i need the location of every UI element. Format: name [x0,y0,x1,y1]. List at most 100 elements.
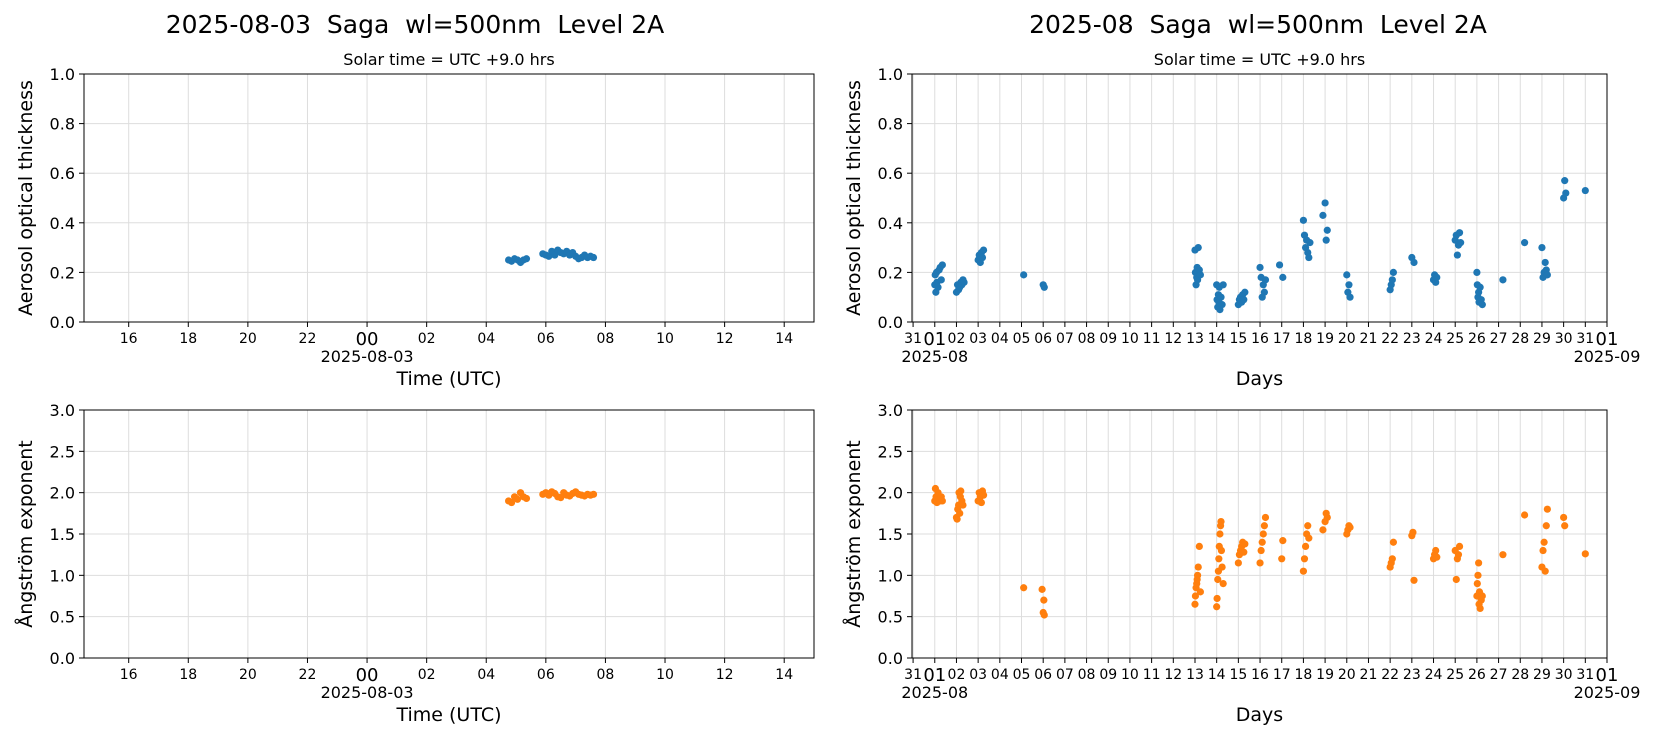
daily-aot-axes-frame [83,73,815,323]
monthly-angstrom-xtick-label: 21 [1360,667,1378,683]
monthly-aot-xtick-label: 01 [923,329,946,350]
monthly-aot-xtick-label: 27 [1490,331,1508,347]
monthly-angstrom-xtick-label: 07 [1056,667,1074,683]
monthly-aot-xtick-label: 11 [1143,331,1161,347]
monthly-angstrom-point [1038,585,1046,593]
monthly-aot-point [978,253,987,262]
monthly-angstrom-end-date-label: 2025-09 [1574,683,1641,702]
daily-aot-xtick-label: 22 [299,331,317,347]
monthly-aot-xtick-label: 05 [1013,331,1031,347]
monthly-angstrom-point [1234,559,1242,567]
monthly-angstrom-point [1020,584,1028,592]
monthly-angstrom-point [1191,592,1200,600]
monthly-angstrom-point [1540,538,1548,546]
monthly-angstrom-ytick-label: 2.0 [878,484,903,503]
monthly-angstrom-xtick-label: 14 [1208,667,1226,683]
monthly-angstrom-point [1581,550,1589,558]
monthly-angstrom-xtick-label: 20 [1338,667,1356,683]
monthly-angstrom-point [1539,546,1547,555]
monthly-aot-xtick-label: 08 [1078,331,1096,347]
monthly-angstrom-point [1560,513,1568,522]
monthly-angstrom-xtick-label: 12 [1164,667,1182,683]
monthly-aot-xtick-label: 28 [1511,331,1529,347]
monthly-aot-point [1581,186,1589,195]
daily-angstrom-point [513,495,522,503]
monthly-angstrom-point [979,491,988,499]
monthly-angstrom-point [1213,594,1221,603]
monthly-aot-point [1299,216,1308,224]
monthly-aot-xtick-label: 24 [1425,331,1443,347]
monthly-angstrom-point [1300,555,1309,563]
monthly-aot-ytick-label: 0.2 [878,263,903,282]
monthly-angstrom-point [1452,575,1460,584]
daily-angstrom-point [507,498,516,507]
monthly-angstrom-point [1299,567,1308,575]
monthly-angstrom-xtick-label: 05 [1013,667,1031,683]
daily-aot-xtick-label: 10 [656,331,674,347]
daily-angstrom-ytick-label: 2.5 [50,442,75,461]
monthly-aot-point [938,261,946,269]
monthly-aot-point [1473,268,1481,276]
monthly-angstrom-point [1257,546,1265,555]
daily-angstrom-ytick-label: 0.0 [50,649,75,668]
monthly-angstrom-point [1217,518,1225,526]
monthly-angstrom-point [1040,611,1048,619]
monthly-angstrom-xtick-label: 10 [1121,667,1139,683]
monthly-angstrom-xtick-label: 09 [1099,667,1117,683]
daily-angstrom-xlabel: Time (UTC) [395,704,501,726]
monthly-angstrom-xtick-label: 01 [923,665,946,686]
monthly-aot-point [1562,189,1570,197]
monthly-angstrom-point [1476,604,1484,613]
monthly-aot-point [1561,177,1569,185]
daily-aot-xtick-label: 00 [356,329,379,350]
monthly-aot-point [1040,283,1048,291]
daily-aot-point [589,253,598,262]
daily-aot-xtick-label: 04 [477,331,495,347]
monthly-angstrom-xtick-label: 03 [969,667,987,683]
daily-angstrom-xtick-label: 04 [477,667,495,683]
monthly-aot-ytick-label: 0.0 [878,313,903,332]
daily-angstrom-xtick-label: 10 [656,667,674,683]
monthly-angstrom-point [938,497,946,505]
monthly-angstrom-xtick-label: 26 [1468,667,1486,683]
monthly-aot-point [1321,199,1329,207]
monthly-angstrom-point [1388,555,1396,563]
monthly-aot-ylabel: Aerosol optical thickness [843,80,865,316]
daily-angstrom-point [589,490,598,498]
monthly-angstrom-xtick-label: 31 [1576,667,1594,683]
daily-aot-xtick-label: 16 [120,331,138,347]
monthly-angstrom-xtick-label: 22 [1381,667,1399,683]
monthly-angstrom-point [1241,540,1249,548]
monthly-aot-point [1323,226,1331,234]
monthly-aot-point [960,278,968,286]
monthly-aot-xtick-label: 07 [1056,331,1074,347]
monthly-aot-xtick-label: 18 [1294,331,1312,347]
monthly-angstrom-point [1219,580,1227,588]
monthly-aot-point [1389,268,1398,276]
monthly-angstrom-ytick-label: 2.5 [878,442,903,461]
daily-aot-ytick-label: 0.0 [50,313,75,332]
daily-aot-xtick-label: 18 [179,331,197,347]
monthly-aot-xtick-label: 16 [1251,331,1269,347]
daily-angstrom-ytick-label: 2.0 [50,484,75,503]
monthly-angstrom-point [1301,542,1310,551]
daily-aot-xtick-label: 08 [597,331,615,347]
monthly-aot-xtick-label: 20 [1338,331,1356,347]
monthly-angstrom-xtick-label: 29 [1533,667,1551,683]
monthly-aot-point [979,246,988,254]
monthly-aot-ytick-label: 1.0 [878,65,903,84]
monthly-angstrom-xtick-label: 06 [1034,667,1052,683]
daily-angstrom-ytick-label: 1.5 [50,525,75,544]
monthly-aot-xtick-label: 10 [1121,331,1139,347]
monthly-aot-xtick-label: 01 [1596,329,1619,350]
monthly-aot-xtick-label: 26 [1468,331,1486,347]
daily-aot-ytick-label: 0.4 [50,214,75,233]
monthly-aot-xtick-label: 04 [991,331,1009,347]
monthly-angstrom-point [1240,548,1248,556]
daily-angstrom-point [522,494,531,503]
monthly-aot-point [1453,251,1461,259]
monthly-angstrom-point [1432,546,1440,555]
monthly-angstrom-point [1474,571,1482,579]
monthly-angstrom-xtick-label: 25 [1446,667,1464,683]
monthly-aot-point [1319,211,1327,219]
